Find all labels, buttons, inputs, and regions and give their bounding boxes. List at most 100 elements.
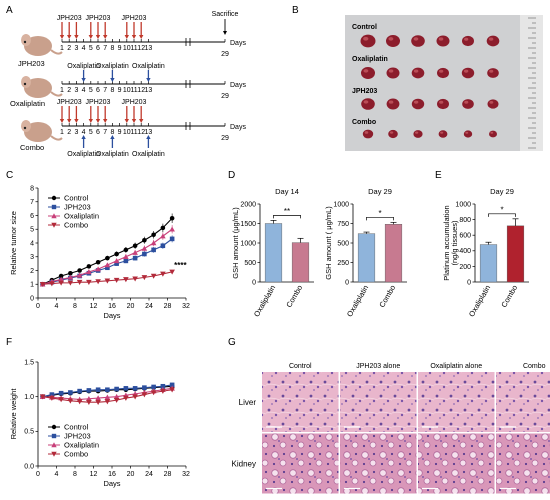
- data-point: [113, 258, 120, 264]
- data-point: [123, 258, 129, 264]
- y-tick-label: 1.5: [24, 359, 34, 366]
- histology-row-label: Kidney: [232, 460, 256, 469]
- data-point: [58, 390, 64, 396]
- oxaliplatin-dose-label: Oxaliplatin: [67, 151, 100, 158]
- tumor-sample: [411, 35, 425, 47]
- tumor-highlight: [439, 100, 444, 104]
- significance-marker: *: [378, 209, 381, 218]
- oxaliplatin-arrowhead: [81, 135, 86, 139]
- oxaliplatin-arrowhead: [110, 78, 115, 82]
- day-number: 2: [67, 87, 71, 94]
- data-point: [169, 387, 175, 393]
- significance-bracket: [366, 216, 394, 221]
- jph203-dose-label: JPH203: [57, 99, 82, 106]
- tumor-photo: Control Oxaliplatin JPH203 Combo: [345, 15, 543, 151]
- tumor-sample: [462, 35, 474, 47]
- day-29-label: 29: [221, 135, 229, 142]
- data-point: [67, 274, 74, 280]
- data-point: [113, 277, 120, 283]
- data-point: [95, 387, 101, 393]
- day-number: 11: [130, 129, 137, 136]
- data-point: [104, 399, 111, 405]
- day-number: 8: [110, 87, 114, 94]
- tumor-sample: [388, 129, 398, 139]
- tumor-sample: [487, 68, 499, 78]
- data-point: [150, 240, 157, 246]
- oxaliplatin-dose-label: Oxaliplatin: [96, 151, 129, 158]
- chart-title: Day 29: [490, 187, 514, 196]
- jph203-arrowhead: [59, 35, 65, 39]
- y-tick-label: 1000: [333, 201, 349, 208]
- mouse-icon: [21, 120, 63, 142]
- histology-image: [418, 372, 495, 432]
- data-point: [51, 442, 57, 448]
- data-point: [142, 237, 147, 243]
- jph203-arrowhead: [88, 119, 93, 123]
- y-axis-label: GSH amount (μg/mL): [231, 207, 240, 279]
- chart-e-platinum: 0 200 400 600 800 1000 Platinum accumulation (n…: [442, 187, 529, 318]
- tumor-highlight: [363, 69, 369, 73]
- data-point: [150, 273, 157, 279]
- photo-label-jph203: JPH203: [352, 88, 377, 95]
- tumor-sample: [362, 129, 374, 139]
- y-tick-label: 0.0: [24, 463, 34, 470]
- tumor-highlight: [388, 69, 394, 73]
- y-axis-label: (ng/g tissues): [450, 220, 459, 266]
- data-point: [160, 271, 166, 277]
- data-point: [160, 233, 166, 239]
- group-label-oxaliplatin: Oxaliplatin: [10, 99, 45, 108]
- y-tick-label: 0: [345, 279, 349, 286]
- data-point: [123, 386, 129, 391]
- photo-label-control: Control: [352, 24, 377, 31]
- y-tick-label: 0.5: [24, 429, 34, 436]
- tumor-highlight: [389, 131, 394, 134]
- bar: [264, 223, 283, 283]
- jph203-arrowhead: [74, 35, 79, 39]
- legend-label: Control: [64, 194, 89, 203]
- histology-column-label: Combo: [523, 363, 546, 370]
- tumor-sample: [411, 98, 425, 110]
- tumor-sample: [463, 130, 473, 138]
- data-point: [142, 385, 147, 390]
- day-number: 10: [123, 129, 131, 136]
- days-axis-label: Days: [230, 124, 246, 131]
- y-tick-label: 2: [30, 268, 34, 275]
- tumor-highlight: [490, 131, 494, 134]
- x-tick-label: 16: [108, 471, 116, 478]
- day-number: 11: [130, 87, 137, 94]
- tumor-highlight: [364, 131, 369, 134]
- data-point: [68, 270, 73, 276]
- y-tick-label: 750: [337, 221, 349, 228]
- legend-label: JPH203: [64, 203, 91, 212]
- tumor-sample: [438, 130, 448, 138]
- data-point: [141, 245, 148, 251]
- bar: [291, 242, 310, 283]
- day-number: 9: [118, 87, 122, 94]
- chart-f-weight: 0 4 8 12 16 20 24 28 32 0.0 0.5 1.0 1.5 Days Relative …: [9, 359, 190, 488]
- jph203-arrowhead: [67, 119, 72, 123]
- data-point: [151, 384, 156, 390]
- day-number: 6: [96, 129, 100, 136]
- y-tick-label: 5: [30, 227, 34, 234]
- oxaliplatin-arrowhead: [110, 135, 115, 139]
- y-tick-label: 2000: [240, 201, 256, 208]
- data-point: [105, 255, 110, 261]
- data-point: [132, 255, 138, 261]
- histology-image: [262, 372, 339, 432]
- histology-image: [340, 372, 417, 432]
- day-number: 3: [74, 129, 78, 136]
- data-point: [58, 397, 64, 403]
- data-point: [113, 393, 120, 399]
- data-point: [49, 281, 55, 287]
- tumor-highlight: [413, 69, 419, 73]
- data-point: [86, 399, 92, 406]
- day-number: 4: [82, 87, 86, 94]
- day-number: 12: [137, 87, 145, 94]
- day-number: 10: [123, 45, 131, 52]
- y-tick-label: 1.0: [24, 394, 34, 401]
- y-tick-label: 400: [459, 248, 471, 255]
- day-number: 13: [145, 87, 153, 94]
- day-number: 3: [74, 87, 78, 94]
